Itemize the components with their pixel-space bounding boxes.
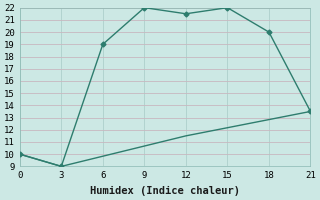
X-axis label: Humidex (Indice chaleur): Humidex (Indice chaleur)	[90, 186, 240, 196]
